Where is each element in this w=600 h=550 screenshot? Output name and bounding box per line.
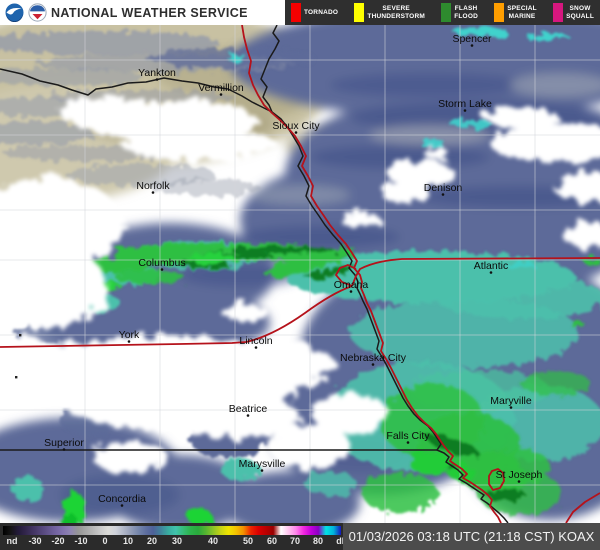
tick-0: 0 bbox=[102, 536, 108, 546]
i80-nebraska bbox=[0, 285, 353, 348]
tick-20: 20 bbox=[146, 536, 158, 546]
city-label-beatrice: Beatrice bbox=[229, 403, 268, 415]
tick-50: 50 bbox=[242, 536, 254, 546]
city-marker bbox=[260, 469, 264, 472]
severe-thunderstorm-label: SEVERE THUNDERSTORM bbox=[367, 5, 425, 20]
city-marker bbox=[441, 193, 445, 196]
city-label-maryville: Maryville bbox=[490, 395, 532, 407]
city-marker bbox=[509, 406, 513, 409]
snow-squall-swatch bbox=[553, 3, 564, 22]
app-header: NATIONAL WEATHER SERVICE TORNADO SEVERE TH… bbox=[0, 0, 600, 25]
city-label-spencer: Spencer bbox=[452, 33, 492, 45]
town-dot bbox=[19, 334, 22, 337]
legend-item-snow-squall: SNOW SQUALL bbox=[553, 3, 594, 22]
special-marine-swatch bbox=[494, 3, 505, 22]
city-marker bbox=[62, 448, 66, 451]
city-marker bbox=[120, 504, 124, 507]
city-label-columbus: Columbus bbox=[138, 257, 185, 269]
snow-squall-label: SNOW SQUALL bbox=[566, 5, 594, 20]
city-marker bbox=[151, 191, 155, 194]
radar-image[interactable]: Yankton Vermillion Sioux City Spencer Storm … bbox=[0, 25, 600, 523]
city-label-atlantic: Atlantic bbox=[474, 260, 508, 272]
city-marker bbox=[127, 340, 131, 343]
city-label-sioux-city: Sioux City bbox=[272, 120, 320, 132]
city-label-concordia: Concordia bbox=[98, 493, 146, 505]
city-marker bbox=[294, 131, 298, 134]
city-marker bbox=[155, 78, 159, 81]
tick--30: -30 bbox=[28, 536, 42, 546]
radar-map-area[interactable]: Yankton Vermillion Sioux City Spencer Storm … bbox=[0, 25, 600, 523]
i29-south bbox=[287, 127, 502, 523]
legend-item-tornado: TORNADO bbox=[291, 3, 338, 22]
county-lines bbox=[0, 25, 600, 523]
nws-logo-icon bbox=[28, 3, 47, 22]
city-label-lincoln: Lincoln bbox=[239, 335, 272, 347]
agency-title: NATIONAL WEATHER SERVICE bbox=[51, 5, 248, 20]
tick-10: 10 bbox=[122, 536, 134, 546]
special-marine-label: SPECIAL MARINE bbox=[507, 5, 537, 20]
city-marker bbox=[470, 44, 474, 47]
city-label-storm-lake: Storm Lake bbox=[438, 98, 492, 110]
tick-60: 60 bbox=[266, 536, 278, 546]
st-joseph-loop bbox=[488, 468, 505, 491]
flash-flood-swatch bbox=[441, 3, 452, 22]
city-label-norfolk: Norfolk bbox=[136, 180, 170, 192]
tornado-label: TORNADO bbox=[304, 8, 339, 16]
tornado-swatch bbox=[291, 3, 301, 22]
tick-80: 80 bbox=[312, 536, 324, 546]
city-label-yankton: Yankton bbox=[138, 67, 176, 79]
city-label-omaha: Omaha bbox=[334, 279, 369, 291]
city-marker bbox=[489, 271, 493, 274]
tick-40: 40 bbox=[207, 536, 219, 546]
city-label-vermillion: Vermillion bbox=[198, 82, 244, 94]
highways bbox=[0, 25, 600, 523]
city-labels: Yankton Vermillion Sioux City Spencer Storm … bbox=[44, 33, 543, 507]
city-label-york: York bbox=[119, 329, 140, 341]
warning-legend: TORNADO SEVERE THUNDERSTORM FLASH FLOOD SPECI… bbox=[285, 0, 600, 25]
city-label-falls-city: Falls City bbox=[386, 430, 430, 442]
reflectivity-scale: nd-30-20-1001020304050607080dBZ bbox=[0, 523, 360, 550]
sd-ne-border bbox=[0, 68, 273, 113]
status-bar: nd-30-20-1001020304050607080dBZ 01/03/20… bbox=[0, 523, 600, 550]
city-marker bbox=[246, 414, 250, 417]
nws-brand: NATIONAL WEATHER SERVICE bbox=[0, 0, 285, 25]
legend-item-severe-thunderstorm: SEVERE THUNDERSTORM bbox=[354, 3, 425, 22]
city-marker bbox=[517, 480, 521, 483]
city-label-superior: Superior bbox=[44, 437, 84, 449]
city-marker bbox=[160, 268, 164, 271]
i29-north bbox=[241, 25, 289, 129]
city-label-nebraska-city: Nebraska City bbox=[340, 352, 407, 364]
town-dot bbox=[15, 376, 18, 379]
state-borders bbox=[0, 25, 509, 523]
i80-iowa bbox=[351, 257, 600, 287]
city-marker bbox=[219, 93, 223, 96]
omaha-beltway bbox=[335, 264, 357, 287]
city-marker bbox=[406, 441, 410, 444]
legend-item-flash-flood: FLASH FLOOD bbox=[441, 3, 478, 22]
tick-30: 30 bbox=[171, 536, 183, 546]
city-marker bbox=[349, 290, 353, 293]
tick-70: 70 bbox=[289, 536, 301, 546]
reflectivity-gradient bbox=[3, 526, 341, 535]
flash-flood-label: FLASH FLOOD bbox=[454, 5, 478, 20]
timestamp: 01/03/2026 03:18 UTC (21:18 CST) KOAX bbox=[343, 523, 600, 550]
city-marker bbox=[463, 109, 467, 112]
severe-thunderstorm-swatch bbox=[354, 3, 365, 22]
clear-patches-layer bbox=[0, 98, 600, 473]
reflectivity-ticks: nd-30-20-1001020304050607080dBZ bbox=[0, 536, 360, 549]
city-marker bbox=[371, 363, 375, 366]
city-label-st-joseph: St Joseph bbox=[496, 469, 543, 481]
big-sioux-river bbox=[260, 25, 280, 113]
noaa-logo-icon bbox=[5, 3, 24, 22]
missouri-river bbox=[271, 111, 509, 523]
city-label-marysville: Marysville bbox=[239, 458, 286, 470]
tick-nd: nd bbox=[6, 536, 18, 546]
city-label-denison: Denison bbox=[424, 182, 463, 194]
highway-se-corner bbox=[565, 492, 600, 523]
tick--20: -20 bbox=[51, 536, 65, 546]
tick--10: -10 bbox=[74, 536, 88, 546]
city-marker bbox=[254, 346, 258, 349]
legend-item-special-marine: SPECIAL MARINE bbox=[494, 3, 537, 22]
